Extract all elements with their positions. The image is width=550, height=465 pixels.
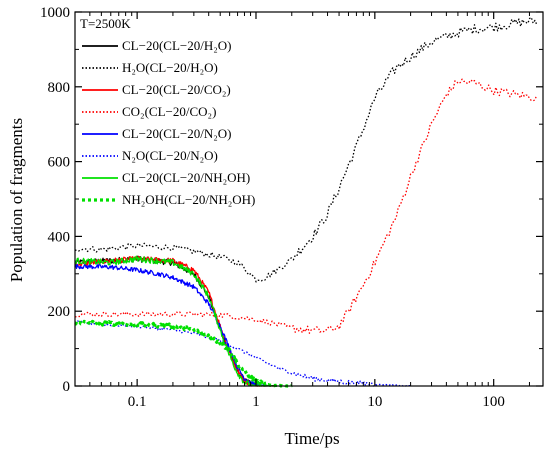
x-tick-label: 10 [367, 394, 382, 410]
series-line-5 [74, 320, 411, 387]
series-line-6 [74, 255, 277, 387]
legend-label-3: CO₂(CL−20/CO₂) [122, 104, 216, 119]
legend-label-2: CL−20(CL−20/CO₂) [122, 82, 231, 97]
x-tick-label: 1 [252, 394, 260, 410]
y-tick-label: 1000 [40, 5, 70, 21]
x-tick-label: 100 [482, 394, 505, 410]
y-tick-label: 600 [48, 155, 71, 171]
legend-label-7: NH₂OH(CL−20/NH₂OH) [122, 192, 255, 207]
x-tick-label: 0.1 [128, 394, 147, 410]
chart-annotation: T=2500K [80, 16, 131, 31]
series-line-7 [74, 319, 293, 388]
x-axis-title: Time/ps [284, 429, 339, 448]
y-tick-label: 400 [48, 229, 71, 245]
legend-label-1: H₂O(CL−20/H₂O) [122, 60, 218, 75]
legend-label-6: CL−20(CL−20/NH₂OH) [122, 170, 250, 185]
y-axis-title: Population of fragments [7, 118, 26, 282]
series-line-3 [74, 78, 538, 334]
y-tick-label: 800 [48, 80, 71, 96]
legend-label-0: CL−20(CL−20/H₂O) [122, 38, 231, 53]
legend-label-4: CL−20(CL−20/N₂O) [122, 126, 231, 141]
y-tick-label: 200 [48, 304, 71, 320]
legend: CL−20(CL−20/H₂O) H₂O(CL−20/H₂O) CL−20(CL−2… [82, 38, 255, 207]
y-tick-label: 0 [63, 379, 71, 395]
legend-label-5: N₂O(CL−20/N₂O) [122, 148, 218, 163]
series-line-2 [74, 255, 278, 387]
series-line-4 [74, 263, 270, 387]
